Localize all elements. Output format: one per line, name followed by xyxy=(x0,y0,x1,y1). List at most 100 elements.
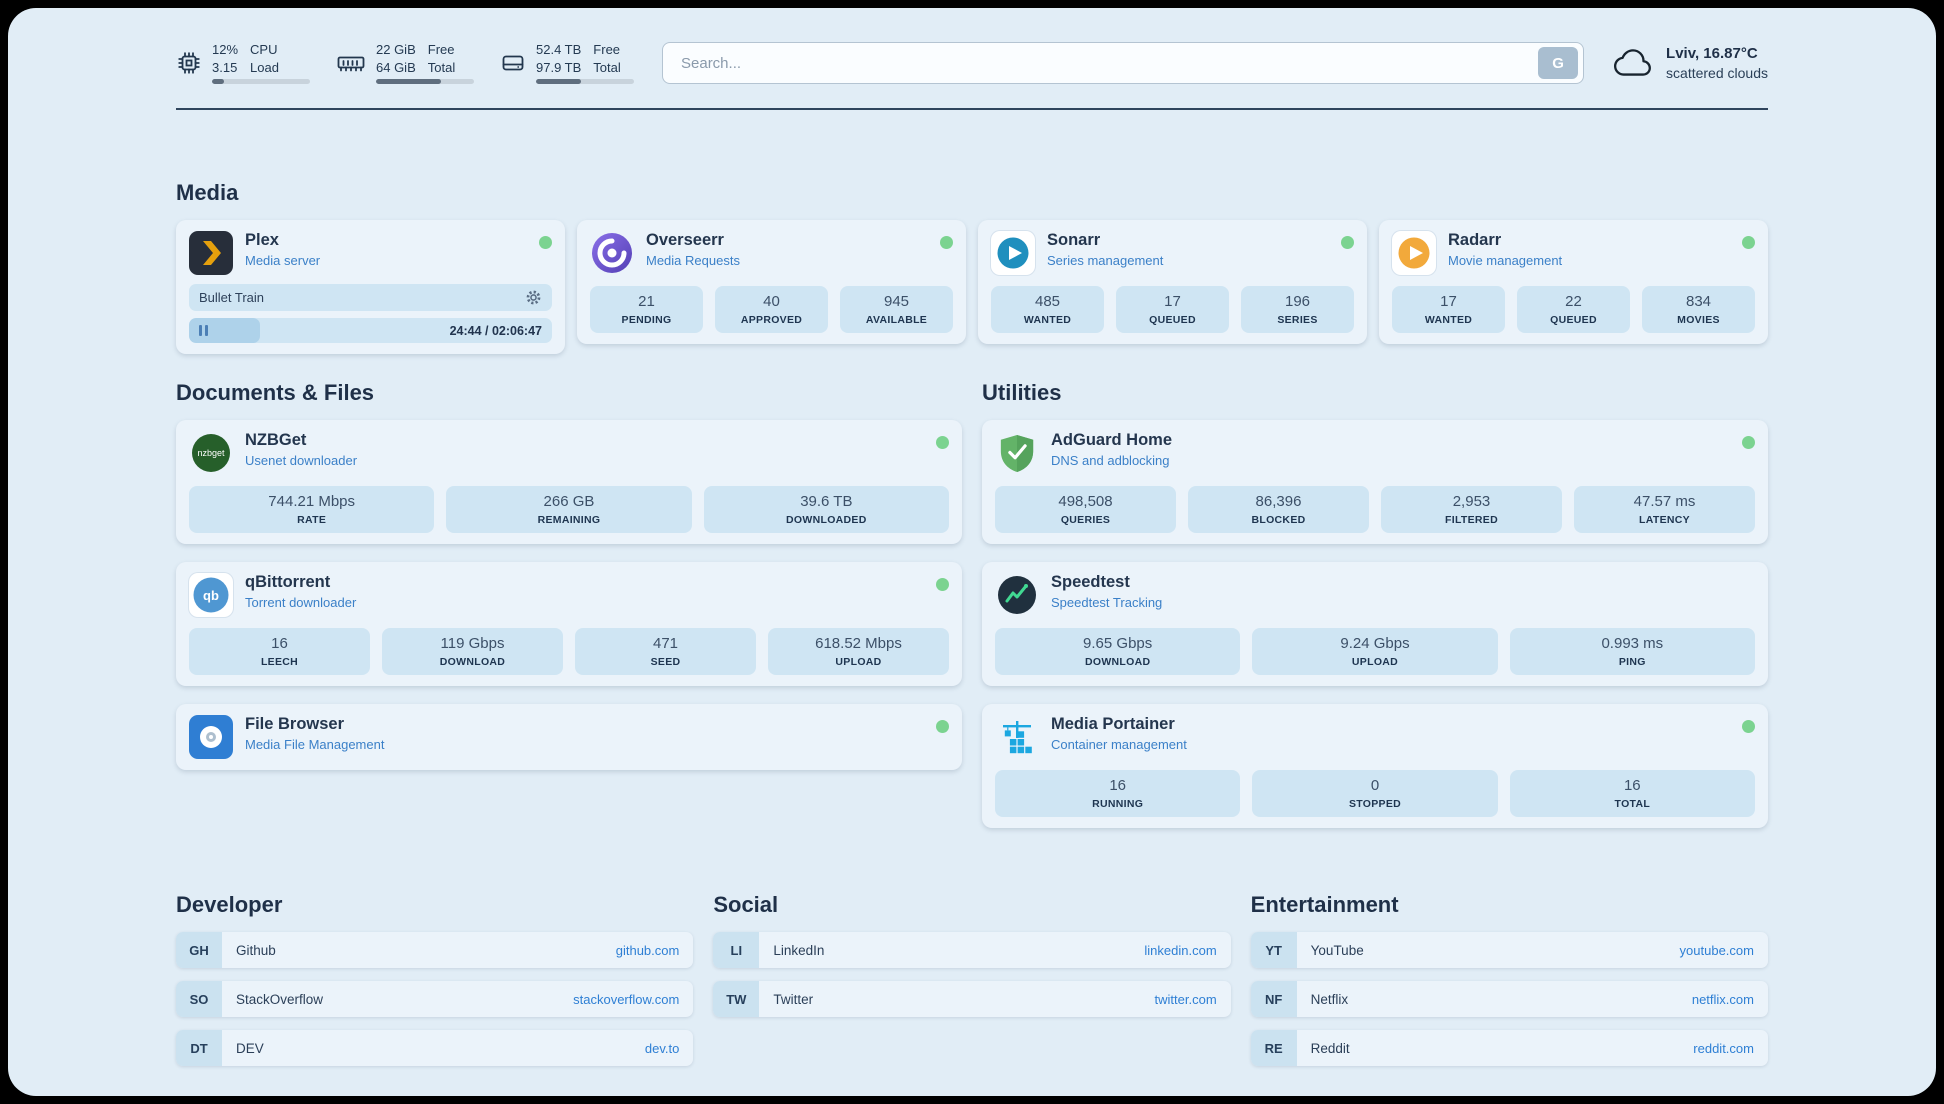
service-subtitle: Media server xyxy=(245,253,321,268)
disk-free: 52.4 TB xyxy=(536,42,582,57)
service-subtitle: Media File Management xyxy=(245,737,385,752)
portainer-icon xyxy=(995,715,1039,759)
bookmark-url: twitter.com xyxy=(1154,991,1217,1007)
stat-wanted: 485 WANTED xyxy=(991,286,1104,333)
service-name: qBittorrent xyxy=(245,573,331,591)
service-card-radarr[interactable]: Radarr Movie management 17 WANTED 22 QUE… xyxy=(1379,220,1768,344)
service-name: Overseerr xyxy=(646,231,724,249)
bookmark-abbr: YT xyxy=(1250,932,1297,968)
memory-label-bottom: Total xyxy=(427,60,456,75)
bookmark-reddit[interactable]: RE Reddit reddit.com xyxy=(1250,1030,1768,1066)
service-card-plex[interactable]: Plex Media server Bullet Train xyxy=(176,220,565,354)
utilities-section-title: Utilities xyxy=(982,380,1062,405)
bookmark-url: github.com xyxy=(615,942,680,958)
service-card-qbittorrent[interactable]: qb qBittorrent Torrent downloader xyxy=(176,562,962,686)
stat-pending: 21 PENDING xyxy=(590,286,703,333)
cpu-icon xyxy=(176,50,202,76)
weather-condition: scattered clouds xyxy=(1666,65,1768,81)
memory-icon xyxy=(336,50,366,76)
bookmark-label: Netflix xyxy=(1310,991,1349,1007)
bookmark-url: linkedin.com xyxy=(1144,942,1217,958)
playback-progress: 24:44 / 02:06:47 xyxy=(189,318,552,343)
status-dot xyxy=(539,236,552,249)
disk-icon xyxy=(500,50,526,76)
developer-section-title: Developer xyxy=(176,892,283,917)
stat-latency: 47.57 ms LATENCY xyxy=(1574,486,1755,533)
stat-leech: 16 LEECH xyxy=(189,628,370,675)
sonarr-icon xyxy=(991,231,1035,275)
bookmark-linkedin[interactable]: LI LinkedIn linkedin.com xyxy=(713,932,1231,968)
service-card-nzbget[interactable]: nzbget NZBGet Usenet downloader 74 xyxy=(176,420,962,544)
cpu-usage: 12% xyxy=(212,42,239,57)
status-dot xyxy=(1742,236,1755,249)
stat-downloaded: 39.6 TB DOWNLOADED xyxy=(703,486,949,533)
stat-download: 9.65 Gbps DOWNLOAD xyxy=(995,628,1241,675)
bookmark-youtube[interactable]: YT YouTube youtube.com xyxy=(1250,932,1768,968)
bookmark-dev[interactable]: DT DEV dev.to xyxy=(176,1030,694,1066)
search-bar: G xyxy=(662,42,1585,84)
service-card-adguard[interactable]: AdGuard Home DNS and adblocking 498,508 … xyxy=(982,420,1768,544)
bookmark-stackoverflow[interactable]: SO StackOverflow stackoverflow.com xyxy=(176,981,694,1017)
bookmark-github[interactable]: GH Github github.com xyxy=(176,932,694,968)
section-media: Media Plex Media server xyxy=(176,180,1768,354)
stat-movies: 834 MOVIES xyxy=(1642,286,1755,333)
stat-stopped: 0 STOPPED xyxy=(1252,770,1498,817)
section-developer: Developer GH Github github.com SO StackO… xyxy=(176,892,694,1066)
bookmark-url: reddit.com xyxy=(1693,1040,1754,1056)
service-card-speedtest[interactable]: Speedtest Speedtest Tracking 9.65 Gbps D… xyxy=(982,562,1768,686)
stat-filtered: 2,953 FILTERED xyxy=(1381,486,1562,533)
service-card-sonarr[interactable]: Sonarr Series management 485 WANTED 17 Q… xyxy=(978,220,1367,344)
section-documents: Documents & Files nzbget xyxy=(176,380,962,828)
service-name: NZBGet xyxy=(245,431,307,449)
bookmark-twitter[interactable]: TW Twitter twitter.com xyxy=(713,981,1231,1017)
settings-icon[interactable] xyxy=(525,289,542,306)
stat-series: 196 SERIES xyxy=(1241,286,1354,333)
stat-upload: 618.52 Mbps UPLOAD xyxy=(768,628,949,675)
service-card-overseerr[interactable]: Overseerr Media Requests 21 PENDING 40 A… xyxy=(577,220,966,344)
stat-download: 119 Gbps DOWNLOAD xyxy=(382,628,563,675)
bookmark-abbr: DT xyxy=(176,1030,222,1066)
stat-ping: 0.993 ms PING xyxy=(1509,628,1755,675)
status-dot xyxy=(936,578,949,591)
disk-label-bottom: Total xyxy=(593,60,621,75)
service-card-filebrowser[interactable]: File Browser Media File Management xyxy=(176,704,962,770)
service-subtitle: Container management xyxy=(1051,737,1187,752)
service-name: File Browser xyxy=(245,715,345,733)
entertainment-section-title: Entertainment xyxy=(1250,892,1399,917)
media-section-title: Media xyxy=(176,180,239,205)
search-input[interactable] xyxy=(679,53,1539,73)
speedtest-icon xyxy=(995,573,1039,617)
bookmark-label: DEV xyxy=(236,1040,264,1056)
pause-button[interactable] xyxy=(189,318,260,343)
adguard-icon xyxy=(995,431,1039,475)
stat-queued: 22 QUEUED xyxy=(1517,286,1630,333)
bookmark-label: Reddit xyxy=(1310,1040,1350,1056)
stat-queued: 17 QUEUED xyxy=(1116,286,1229,333)
service-card-portainer[interactable]: Media Portainer Container management 16 … xyxy=(982,704,1768,828)
bookmark-netflix[interactable]: NF Netflix netflix.com xyxy=(1250,981,1768,1017)
now-playing-row: Bullet Train xyxy=(189,284,552,311)
header: 12% 3.15 CPU Load xyxy=(176,42,1768,84)
stat-approved: 40 APPROVED xyxy=(715,286,828,333)
service-subtitle: Speedtest Tracking xyxy=(1051,595,1163,610)
header-divider xyxy=(176,108,1768,110)
status-dot xyxy=(936,436,949,449)
disk-label-top: Free xyxy=(593,42,621,57)
service-name: Radarr xyxy=(1448,231,1502,249)
bookmark-label: Github xyxy=(236,942,276,958)
cpu-label-top: CPU xyxy=(250,42,278,57)
social-section-title: Social xyxy=(713,892,779,917)
overseerr-icon xyxy=(590,231,634,275)
dashboard: 12% 3.15 CPU Load xyxy=(8,8,1936,1096)
memory-total: 64 GiB xyxy=(376,60,416,75)
search-provider-button[interactable]: G xyxy=(1538,47,1579,79)
resource-widgets: 12% 3.15 CPU Load xyxy=(176,42,634,84)
service-subtitle: Movie management xyxy=(1448,253,1563,268)
filebrowser-icon xyxy=(189,715,233,759)
bookmark-abbr: TW xyxy=(713,981,760,1017)
stat-wanted: 17 WANTED xyxy=(1392,286,1505,333)
service-subtitle: Media Requests xyxy=(646,253,740,268)
svg-text:qb: qb xyxy=(203,588,219,603)
disk-total: 97.9 TB xyxy=(536,60,582,75)
disk-widget: 52.4 TB 97.9 TB Free Total xyxy=(500,42,634,84)
